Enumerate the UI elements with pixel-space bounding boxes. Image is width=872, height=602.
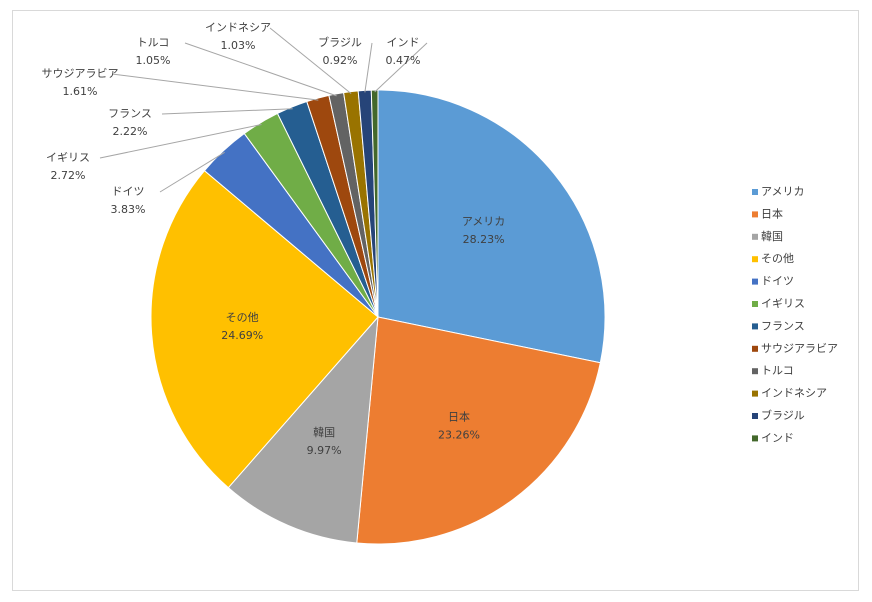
pie-slice <box>150 169 379 489</box>
slice-category-label: その他 <box>226 311 259 324</box>
legend-label: インド <box>761 431 794 444</box>
leader-line <box>159 151 225 193</box>
slice-value-label: 1.05% <box>136 54 171 67</box>
legend-label: イギリス <box>761 297 805 310</box>
slice-category-label: ブラジル <box>318 35 362 49</box>
legend-swatch <box>752 278 758 285</box>
slice-category-label: 韓国 <box>313 426 335 439</box>
slice-category-label: ドイツ <box>112 185 145 198</box>
legend-label: トルコ <box>761 364 794 377</box>
legend-swatch <box>752 390 758 397</box>
legend-swatch <box>752 323 758 330</box>
legend-swatch <box>752 435 758 442</box>
slice-category-label: インドネシア <box>205 21 271 34</box>
legend-label: 日本 <box>761 206 783 220</box>
legend-swatch <box>752 189 758 195</box>
leader-line <box>161 108 293 115</box>
legend-label: その他 <box>761 252 794 265</box>
slice-category-label: トルコ <box>137 36 170 49</box>
slice-value-label: 0.47% <box>386 54 421 67</box>
legend-label: ドイツ <box>761 275 794 288</box>
slice-value-label: 24.69% <box>221 329 263 342</box>
legend-label: インドネシア <box>761 387 827 400</box>
pie-slice <box>370 89 379 318</box>
legend-label: 韓国 <box>761 230 783 243</box>
leader-line <box>374 42 428 93</box>
leader-line <box>99 124 262 159</box>
pie-slice <box>227 315 379 544</box>
slice-category-label: イギリス <box>46 151 90 164</box>
legend-swatch <box>752 233 758 240</box>
slice-value-label: 2.22% <box>113 125 148 138</box>
slice-value-label: 2.72% <box>51 169 86 182</box>
pie-slice <box>356 316 601 545</box>
slice-value-label: 0.92% <box>323 54 358 67</box>
slice-value-label: 28.23% <box>463 233 505 246</box>
legend-swatch <box>752 368 758 375</box>
leader-line <box>364 42 373 93</box>
leader-line <box>269 27 352 94</box>
slice-value-label: 1.03% <box>221 39 256 52</box>
legend-swatch <box>752 301 758 307</box>
pie-slice <box>377 89 606 364</box>
slice-value-label: 23.26% <box>438 428 480 441</box>
slice-value-label: 9.97% <box>307 444 342 457</box>
legend-swatch <box>752 345 758 352</box>
leader-line <box>184 42 337 97</box>
leader-line <box>111 73 319 101</box>
slice-category-label: サウジアラビア <box>42 67 119 80</box>
legend-label: アメリカ <box>761 185 804 198</box>
slice-category-label: アメリカ <box>462 215 505 228</box>
legend-label: フランス <box>761 319 805 332</box>
slice-value-label: 1.61% <box>63 85 98 98</box>
slice-category-label: 日本 <box>448 409 470 423</box>
legend-label: ブラジル <box>761 408 805 422</box>
slice-category-label: フランス <box>108 107 152 120</box>
slice-category-label: インド <box>387 36 420 49</box>
legend-swatch <box>752 413 758 419</box>
legend-swatch <box>752 256 758 263</box>
legend-swatch <box>752 211 758 218</box>
legend-label: サウジアラビア <box>761 342 838 355</box>
slice-value-label: 3.83% <box>111 203 146 216</box>
